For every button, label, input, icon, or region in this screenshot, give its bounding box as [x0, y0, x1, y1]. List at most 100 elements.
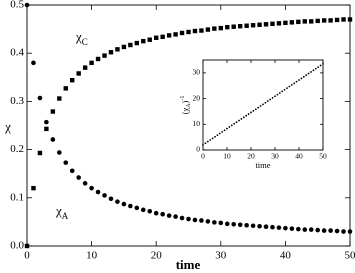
y-tick-label: 0 — [196, 145, 200, 154]
point — [192, 28, 198, 34]
point — [250, 111, 252, 114]
annotation-sub: C — [82, 37, 88, 47]
x-tick-label: 40 — [280, 249, 292, 261]
y-tick-label: 30 — [193, 68, 201, 77]
y-tick-label: 0.5 — [10, 0, 24, 11]
point — [293, 82, 296, 85]
point — [259, 105, 262, 107]
point — [283, 88, 286, 91]
point — [262, 103, 264, 106]
point — [334, 228, 340, 234]
y-tick-label: 10 — [193, 119, 201, 128]
point — [300, 77, 303, 80]
point — [212, 26, 217, 31]
point — [102, 193, 107, 198]
point — [102, 53, 107, 58]
point — [89, 185, 94, 191]
point — [264, 101, 267, 104]
point — [82, 65, 88, 70]
point — [302, 227, 308, 232]
x-tick-label: 0 — [201, 151, 205, 160]
point — [214, 135, 216, 138]
point — [244, 222, 249, 228]
point — [224, 221, 230, 227]
point — [216, 134, 219, 137]
point — [245, 114, 248, 117]
point — [290, 84, 293, 86]
annotation-sub: A — [62, 211, 69, 221]
point — [153, 210, 159, 216]
point — [134, 40, 140, 46]
annotation: χC — [75, 29, 88, 47]
point — [257, 106, 260, 109]
point — [263, 22, 269, 27]
point — [160, 211, 165, 217]
point — [70, 77, 75, 83]
point — [140, 207, 146, 213]
point — [173, 214, 178, 219]
point — [295, 80, 298, 83]
point — [237, 24, 243, 29]
label-sub: A — [186, 103, 192, 108]
annotation-text: χ — [55, 203, 62, 218]
point — [276, 93, 279, 96]
point — [319, 64, 322, 67]
point — [121, 201, 127, 207]
point — [276, 225, 282, 230]
point — [347, 17, 353, 22]
point — [305, 74, 308, 77]
point — [147, 208, 153, 214]
point — [310, 71, 312, 73]
point — [166, 213, 172, 218]
label-part: (χ — [180, 108, 190, 115]
point — [308, 227, 314, 232]
point — [24, 2, 30, 8]
point — [82, 181, 88, 186]
point — [186, 29, 191, 35]
point — [322, 62, 324, 65]
y-tick-label: 20 — [193, 93, 201, 102]
point — [231, 222, 237, 227]
point — [250, 23, 256, 28]
point — [204, 142, 207, 145]
point — [283, 20, 288, 26]
point — [254, 108, 257, 111]
point — [257, 223, 262, 229]
x-tick-label: 30 — [271, 151, 279, 160]
point — [315, 227, 321, 233]
point — [57, 150, 62, 155]
point — [179, 215, 185, 221]
point — [225, 24, 230, 30]
x-tick-label: 10 — [86, 249, 98, 261]
point — [278, 92, 281, 94]
point — [309, 19, 314, 24]
point — [141, 38, 146, 44]
point — [121, 44, 127, 50]
point — [226, 127, 228, 130]
point — [271, 96, 274, 99]
x-tick-label: 10 — [223, 151, 231, 160]
point — [179, 30, 185, 36]
x-tick-label: 20 — [247, 151, 255, 160]
annotation-text: χ — [75, 29, 82, 44]
point — [192, 217, 198, 223]
point — [95, 189, 101, 195]
point — [199, 218, 204, 223]
point — [154, 35, 159, 40]
point — [69, 168, 75, 174]
point — [328, 228, 333, 233]
point — [160, 34, 165, 40]
x-tick-label: 50 — [345, 249, 355, 261]
point — [31, 185, 36, 191]
point — [95, 56, 101, 62]
point — [166, 33, 172, 38]
point — [286, 87, 288, 90]
y-tick-label: 0.3 — [10, 95, 24, 107]
point — [44, 119, 49, 125]
point — [37, 95, 43, 101]
point — [108, 196, 114, 202]
point — [63, 86, 68, 91]
point — [221, 130, 224, 133]
point — [296, 19, 301, 25]
